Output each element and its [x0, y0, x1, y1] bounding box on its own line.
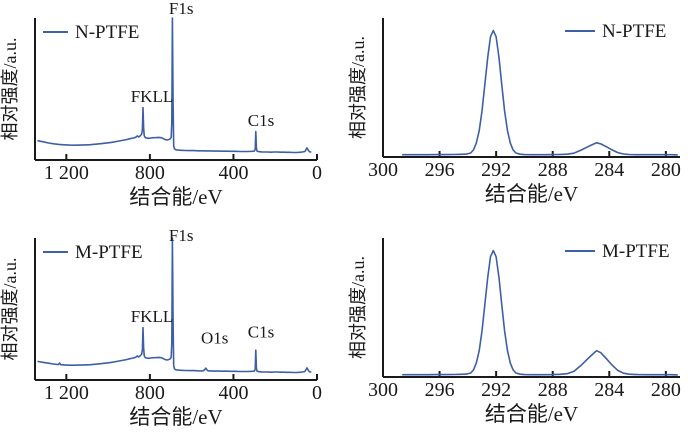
- x-axis-label: 结合能/eV: [485, 182, 578, 206]
- x-tick-label: 292: [481, 379, 511, 401]
- x-tick-label: 284: [594, 379, 624, 401]
- chart-m-ptfe-c1s: 300 296 292 288 284 280 结合能/eV 相对强度/a.u. M-PTFE: [348, 238, 681, 426]
- chart-n-ptfe-c1s: 300 296 292 288 284 280 结合能/eV 相对强度/a.u. N-PTFE: [348, 18, 681, 206]
- x-tick-label: 1 200: [44, 162, 89, 184]
- x-tick-label: 296: [425, 159, 455, 181]
- legend-label: M-PTFE: [75, 242, 143, 263]
- chart-n-ptfe-survey: 1 200 800 400 0 结合能/eV 相对强度/a.u. F1s FKLL C1s N-P…: [0, 0, 322, 209]
- x-tick-label: 300: [368, 379, 398, 401]
- x-tick-label: 400: [218, 162, 248, 184]
- x-tick-label: 292: [481, 159, 511, 181]
- x-tick-label: 280: [651, 159, 681, 181]
- x-tick-label: 288: [538, 379, 568, 401]
- x-axis-label: 结合能/eV: [129, 405, 222, 429]
- peak-label-o1s: O1s: [201, 328, 228, 347]
- x-tick-label: 800: [135, 162, 165, 184]
- peak-label-c1s: C1s: [248, 111, 274, 130]
- spectrum-curve-m-ptfe-survey: [37, 237, 312, 374]
- peak-label-fkll: FKLL: [131, 307, 174, 326]
- legend-label: N-PTFE: [75, 22, 139, 43]
- x-tick-label: 280: [651, 379, 681, 401]
- x-tick-label: 800: [135, 382, 165, 404]
- y-axis-label: 相对强度/a.u.: [0, 258, 20, 361]
- x-tick-label: 1 200: [44, 382, 89, 404]
- peak-label-c1s: C1s: [248, 323, 274, 342]
- x-tick-label: 296: [425, 379, 455, 401]
- x-axis-label: 结合能/eV: [485, 402, 578, 426]
- spectrum-curve-n-ptfe-survey: [37, 17, 312, 154]
- legend-label: N-PTFE: [602, 21, 666, 42]
- spectrum-curve-n-ptfe-c1s: [402, 29, 678, 156]
- x-tick-label: 284: [594, 159, 624, 181]
- legend-label: M-PTFE: [602, 241, 670, 262]
- x-tick-label: 0: [312, 162, 322, 184]
- y-axis-label: 相对强度/a.u.: [348, 256, 368, 359]
- x-axis-label: 结合能/eV: [129, 185, 222, 209]
- y-axis-label: 相对强度/a.u.: [348, 36, 368, 139]
- chart-m-ptfe-survey: 1 200 800 400 0 结合能/eV 相对强度/a.u. F1s FKLL O1s C1s…: [0, 226, 322, 429]
- x-tick-label: 0: [312, 382, 322, 404]
- x-tick-label: 300: [368, 159, 398, 181]
- y-axis-label: 相对强度/a.u.: [0, 38, 20, 141]
- spectrum-curve-m-ptfe-c1s: [402, 249, 678, 376]
- peak-label-f1s: F1s: [169, 0, 194, 18]
- x-tick-label: 288: [538, 159, 568, 181]
- peak-label-f1s: F1s: [169, 226, 194, 245]
- peak-label-fkll: FKLL: [131, 87, 174, 106]
- x-tick-label: 400: [218, 382, 248, 404]
